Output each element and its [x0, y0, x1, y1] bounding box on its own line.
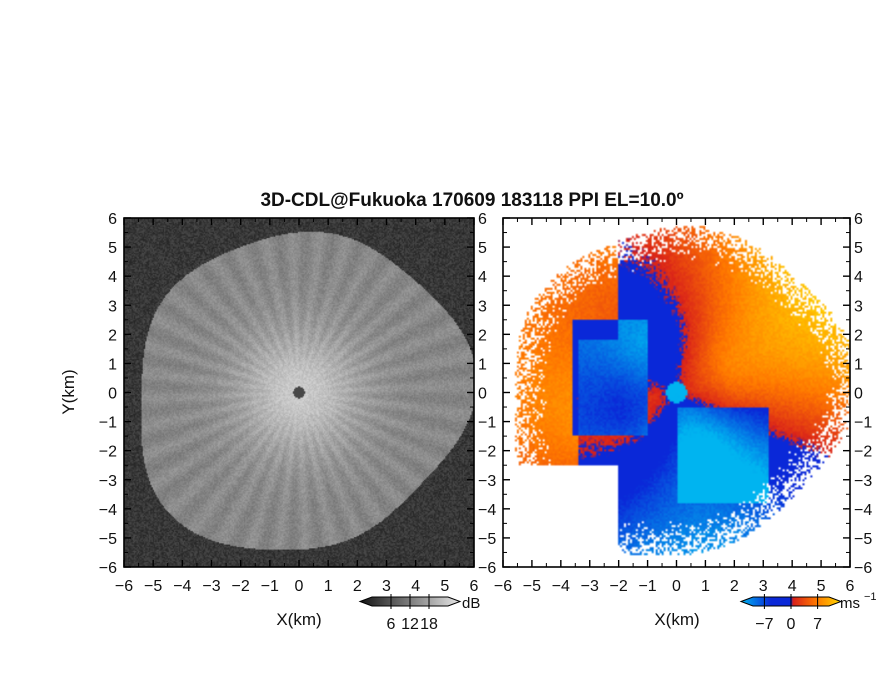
velocity-x-tick-label: 5 [817, 578, 826, 595]
velocity-x-tick-label: 2 [730, 578, 739, 595]
intensity-colorbar-tick-label: 6 [387, 616, 396, 633]
velocity-ticks: −6 −5 −4 −3 −2 −1 0 1 2 3 4 5 6 6 5 4 3 2 1 0 −1 −2 −3 −4 −5 −6 [494, 211, 872, 595]
intensity-y-tick-label: 5 [478, 240, 487, 257]
velocity-x-tick-label: −6 [494, 578, 512, 595]
velocity-y-tick-label: −2 [854, 444, 872, 461]
velocity-x-tick-label: 3 [759, 578, 768, 595]
intensity-y-tick-label: −3 [478, 473, 496, 490]
intensity-y-tick-label: −2 [99, 444, 117, 461]
velocity-y-tick-label: 2 [854, 327, 863, 344]
intensity-x-tick-label: 3 [382, 578, 391, 595]
intensity-y-axis-label: Y(km) [59, 369, 78, 414]
velocity-y-tick-label: 0 [854, 386, 863, 403]
intensity-y-tick-label: −1 [99, 415, 117, 432]
intensity-panel: −6 −5 −4 −3 −2 −1 0 1 2 3 4 5 66 65 54 43 32 21 10 0−1 −1−2−… [59, 211, 496, 633]
chart-title: 3D-CDL@Fukuoka 170609 183118 PPI EL=10.0… [260, 190, 683, 211]
intensity-x-tick-label: 4 [411, 578, 420, 595]
intensity-x-tick-label: −3 [202, 578, 220, 595]
velocity-colorbar-tick-label: −7 [755, 616, 773, 633]
intensity-x-tick-label: −6 [115, 578, 133, 595]
intensity-y-tick-label: −6 [99, 560, 117, 577]
velocity-x-tick-label: −5 [523, 578, 541, 595]
intensity-y-tick-label: 2 [108, 327, 117, 344]
intensity-y-tick-label: 0 [478, 386, 487, 403]
velocity-y-tick-label: 4 [854, 269, 863, 286]
intensity-x-tick-label: 1 [324, 578, 333, 595]
intensity-y-tick-label: 6 [478, 211, 487, 228]
intensity-ticks: −6 −5 −4 −3 −2 −1 0 1 2 3 4 5 66 65 54 43 32 21 10 0−1 −1−2−… [99, 211, 497, 595]
velocity-colorbar-tick-label: 0 [787, 616, 796, 633]
intensity-x-tick-label: 0 [295, 578, 304, 595]
velocity-panel: −6 −5 −4 −3 −2 −1 0 1 2 3 4 5 6 6 5 4 3 2 1 0 −1 −2 −3 −4 −5 −6 X… [494, 211, 877, 633]
velocity-y-tick-label: −4 [854, 502, 872, 519]
intensity-y-tick-label: −1 [478, 415, 496, 432]
intensity-y-tick-label: 2 [478, 327, 487, 344]
intensity-x-tick-label: 6 [470, 578, 479, 595]
intensity-y-tick-label: 5 [108, 240, 117, 257]
velocity-colorbar-tick-label: 7 [813, 616, 822, 633]
velocity-colorbar-unit-exponent: −1 [864, 591, 877, 603]
intensity-y-tick-label: −5 [478, 531, 496, 548]
velocity-x-tick-label: 1 [701, 578, 710, 595]
intensity-colorbar: 6 12 18 dB [358, 594, 480, 633]
intensity-y-tick-label: 4 [478, 269, 487, 286]
intensity-y-tick-label: 3 [108, 298, 117, 315]
velocity-y-tick-label: −1 [854, 415, 872, 432]
velocity-y-tick-label: 3 [854, 298, 863, 315]
velocity-x-axis-label: X(km) [654, 610, 699, 629]
velocity-y-tick-label: −5 [854, 531, 872, 548]
intensity-y-tick-label: −5 [99, 531, 117, 548]
intensity-y-tick-label: −6 [478, 560, 496, 577]
intensity-x-tick-label: −5 [144, 578, 162, 595]
velocity-y-tick-label: −3 [854, 473, 872, 490]
intensity-x-tick-label: 5 [440, 578, 449, 595]
velocity-colorbar: −7 0 7 ms −1 [739, 591, 877, 633]
velocity-colorbar-unit: ms [840, 595, 860, 612]
intensity-y-tick-label: 3 [478, 298, 487, 315]
intensity-x-tick-label: −4 [173, 578, 191, 595]
intensity-x-axis-label: X(km) [276, 610, 321, 629]
velocity-x-tick-label: −2 [610, 578, 628, 595]
velocity-y-tick-label: 5 [854, 240, 863, 257]
intensity-y-tick-label: 1 [108, 356, 117, 373]
intensity-colorbar-tick-label: 18 [420, 616, 438, 633]
intensity-colorbar-unit: dB [462, 595, 480, 612]
velocity-x-tick-label: 0 [672, 578, 681, 595]
velocity-y-tick-label: 6 [854, 211, 863, 228]
intensity-y-tick-label: −4 [478, 502, 496, 519]
intensity-y-tick-label: 1 [478, 356, 487, 373]
intensity-field-image [124, 218, 474, 567]
velocity-y-tick-label: 1 [854, 356, 863, 373]
intensity-x-tick-label: 2 [353, 578, 362, 595]
velocity-x-tick-label: −4 [552, 578, 570, 595]
intensity-y-tick-label: −4 [99, 502, 117, 519]
velocity-x-tick-label: −3 [581, 578, 599, 595]
velocity-x-tick-label: −1 [638, 578, 656, 595]
intensity-y-tick-label: 0 [108, 386, 117, 403]
velocity-x-tick-label: 6 [846, 578, 855, 595]
intensity-y-tick-label: 6 [108, 211, 117, 228]
velocity-y-tick-label: −6 [854, 560, 872, 577]
intensity-colorbar-tick-label: 12 [401, 616, 419, 633]
intensity-y-tick-label: 4 [108, 269, 117, 286]
velocity-field-image [503, 218, 850, 567]
intensity-y-tick-label: −3 [99, 473, 117, 490]
velocity-x-tick-label: 4 [788, 578, 797, 595]
intensity-y-tick-label: −2 [478, 444, 496, 461]
intensity-x-tick-label: −1 [261, 578, 279, 595]
intensity-x-tick-label: −2 [232, 578, 250, 595]
